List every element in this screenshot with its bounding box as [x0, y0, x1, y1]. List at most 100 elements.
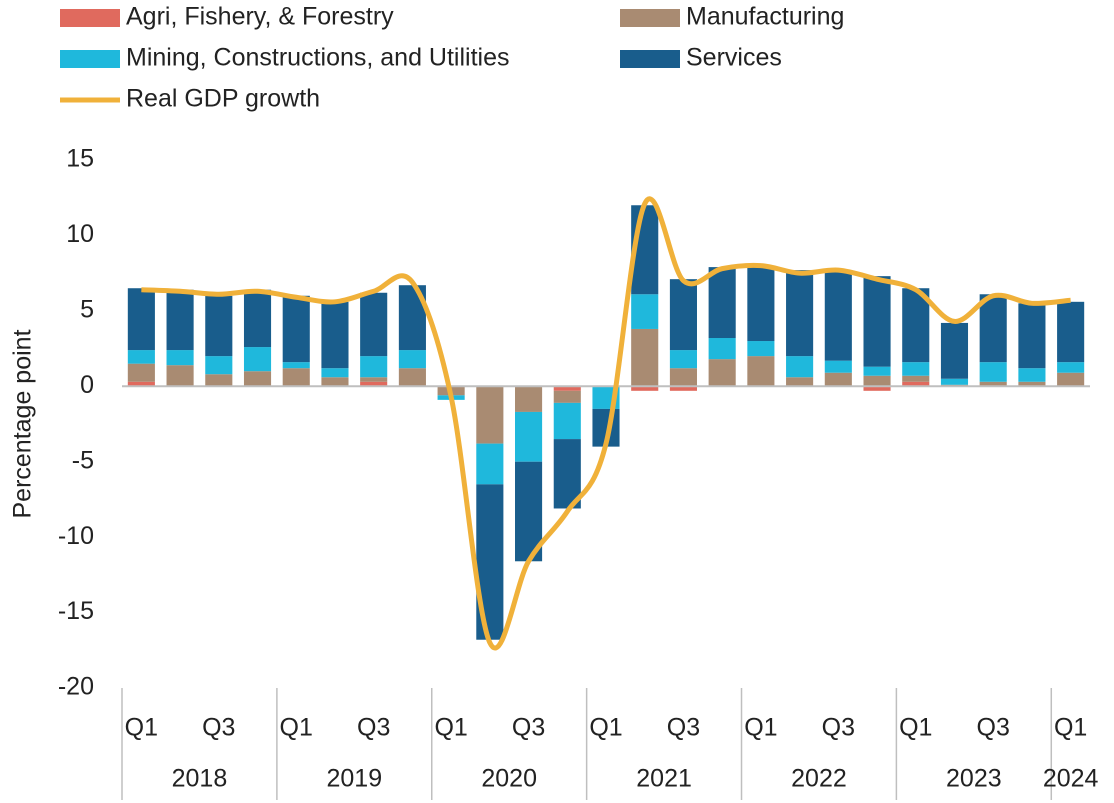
x-tick-label: Q3 [512, 714, 545, 742]
x-tick-label: Q3 [822, 714, 855, 742]
bar-segment [398, 350, 426, 369]
bar-segment [669, 350, 697, 369]
bar-segment [863, 375, 891, 387]
x-tick-label: Q3 [202, 714, 235, 742]
legend-label: Agri, Fishery, & Forestry [126, 3, 394, 31]
x-tick-label: Q1 [899, 714, 932, 742]
bar-segment [1057, 362, 1085, 373]
bar-segment [708, 338, 736, 360]
bar-segment [553, 386, 581, 391]
legend-swatch [620, 50, 680, 68]
bar-segment [863, 276, 891, 367]
bar-segment [786, 356, 814, 378]
x-tick-label: Q3 [667, 714, 700, 742]
bar-segment [127, 350, 155, 364]
bar-segment [863, 366, 891, 376]
y-tick-label: -10 [58, 522, 94, 550]
bar-segment [166, 365, 194, 387]
x-year-label: 2018 [172, 765, 228, 793]
x-tick-label: Q1 [434, 714, 467, 742]
bar-segment [476, 386, 504, 444]
bar-segment [747, 356, 775, 387]
bar-segment [360, 381, 388, 387]
bar-segment [243, 371, 272, 387]
bar-segment [515, 411, 543, 462]
x-tick-label: Q1 [1054, 714, 1087, 742]
bar-segment [824, 270, 852, 361]
bar-segment [631, 294, 659, 329]
bar-segment [979, 294, 1007, 363]
bar-segment [321, 301, 349, 369]
y-tick-label: 10 [66, 220, 94, 248]
x-tick-label: Q3 [357, 714, 390, 742]
gdp-line [141, 196, 1071, 651]
x-tick-label: Q3 [977, 714, 1010, 742]
x-tick-label: Q1 [744, 714, 777, 742]
legend-label: Manufacturing [686, 3, 844, 31]
y-axis-label: Percentage point [9, 329, 37, 518]
y-tick-label: 0 [80, 371, 94, 399]
bar-segment [360, 356, 388, 378]
bar-segment [321, 368, 349, 378]
x-year-label: 2020 [481, 765, 537, 793]
bar-segment [940, 322, 969, 379]
bar-segment [747, 265, 775, 342]
y-tick-label: -5 [72, 446, 94, 474]
bar-segment [631, 328, 659, 387]
bar-segment [669, 386, 697, 391]
legend-label: Mining, Constructions, and Utilities [126, 44, 510, 72]
bar-segment [166, 350, 194, 366]
bar-segment [669, 279, 697, 351]
bar-segment [205, 374, 233, 387]
bar-segment [127, 288, 155, 351]
bar-segment [282, 362, 310, 369]
bar-segment [902, 381, 930, 387]
bar-segment [979, 381, 1007, 387]
bar-segment [708, 359, 736, 387]
bar-segment [282, 368, 310, 387]
y-tick-label: -20 [58, 673, 94, 701]
y-tick-label: -15 [58, 597, 94, 625]
bar-segment [398, 368, 426, 387]
bar-segment [243, 347, 272, 372]
bar-segment [205, 356, 233, 375]
bar-segment [824, 372, 852, 387]
bar-segment [902, 375, 930, 382]
bar-segment [166, 289, 194, 351]
bar-segment [631, 386, 659, 391]
bar-segment [360, 292, 388, 357]
x-tick-label: Q1 [125, 714, 158, 742]
bar-segment [786, 270, 814, 357]
x-year-label: 2023 [946, 765, 1002, 793]
bar-segment [127, 363, 155, 382]
bar-segment [902, 288, 930, 363]
bar-segment [553, 390, 581, 403]
bar-segment [1057, 301, 1085, 363]
bar-segment [669, 368, 697, 387]
legend-swatch [60, 50, 120, 68]
bar-segment [979, 362, 1007, 382]
bar-segment [321, 377, 349, 387]
bar-segment [360, 377, 388, 382]
bar-segment [476, 443, 504, 485]
y-tick-label: 15 [66, 145, 94, 173]
bar-segment [1057, 372, 1085, 387]
bar-segment [553, 402, 581, 440]
bar-segment [747, 341, 775, 357]
bar-segment [940, 378, 969, 385]
x-tick-label: Q1 [589, 714, 622, 742]
bar-segment [1018, 381, 1046, 387]
x-year-label: 2022 [791, 765, 847, 793]
x-tick-label: Q1 [280, 714, 313, 742]
y-tick-label: 5 [80, 295, 94, 323]
x-year-label: 2021 [636, 765, 692, 793]
bar-segment [824, 360, 852, 373]
legend-label: Services [686, 44, 782, 72]
bar-segment [553, 439, 581, 509]
bar-segment [708, 267, 736, 339]
bar-segment [786, 377, 814, 387]
bar-segment [863, 386, 891, 391]
bar-segment [1018, 368, 1046, 382]
x-year-label: 2019 [327, 765, 383, 793]
legend-swatch [60, 9, 120, 27]
